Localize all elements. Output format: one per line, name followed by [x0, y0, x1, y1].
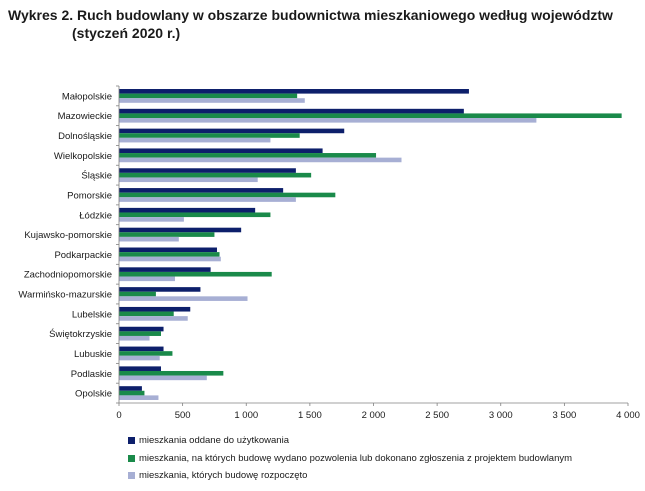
category-label-dolnoslaskie: Dolnośląskie [58, 131, 112, 142]
bar-lubelskie-series-3 [119, 316, 188, 321]
legend-swatch-series-2 [128, 454, 135, 462]
bar-dolnoslaskie-series-3 [119, 137, 271, 143]
bar-lubuskie-series-1 [119, 346, 164, 352]
bar-opolskie-series-2 [119, 390, 145, 396]
chart-title-line2: (styczeń 2020 r.) [72, 25, 181, 41]
bar-pomorskie-series-2 [119, 192, 336, 198]
legend-swatch-series-3 [128, 472, 135, 480]
chart-title: Wykres 2. Ruch budowlany w obszarze budo… [8, 6, 613, 42]
bar-lodzkie-series-2 [119, 212, 271, 218]
bar-kujawsko-pomorskie-series-1 [119, 227, 242, 233]
bar-zachodniopomorskie-series-3 [119, 276, 175, 282]
x-tick-label-3000: 3 000 [489, 410, 513, 421]
category-label-wielkopolskie: Wielkopolskie [54, 151, 112, 162]
legend-item-series-3: mieszkania, których budowę rozpoczęto [128, 467, 572, 485]
bar-malopolskie-series-3 [119, 98, 305, 103]
legend-swatch-series-1 [128, 437, 135, 445]
bar-zachodniopomorskie-series-1 [119, 267, 211, 272]
bar-warminsko-mazurskie-series-1 [119, 287, 201, 292]
category-label-mazowieckie: Mazowieckie [58, 111, 112, 122]
bar-zachodniopomorskie-series-2 [119, 271, 272, 277]
bar-slaskie-series-3 [119, 177, 258, 183]
x-tick-label-2000: 2 000 [362, 410, 386, 421]
bar-mazowieckie-series-2 [119, 113, 622, 119]
bar-kujawsko-pomorskie-series-3 [119, 236, 179, 242]
category-label-podkarpackie: Podkarpackie [54, 250, 112, 261]
bar-podkarpackie-series-3 [119, 256, 221, 262]
legend-label-series-3: mieszkania, których budowę rozpoczęto [139, 470, 308, 481]
bar-lodzkie-series-1 [119, 207, 256, 213]
bar-malopolskie-series-1 [119, 89, 469, 94]
chart-title-line1: Wykres 2. Ruch budowlany w obszarze budo… [8, 7, 613, 23]
bar-podlaskie-series-2 [119, 370, 224, 376]
legend-label-series-1: mieszkania oddane do użytkowania [139, 435, 289, 446]
bar-lodzkie-series-3 [119, 217, 184, 222]
bar-dolnoslaskie-series-2 [119, 133, 300, 138]
bar-warminsko-mazurskie-series-3 [119, 296, 248, 301]
category-label-pomorskie: Pomorskie [67, 190, 112, 201]
legend-item-series-1: mieszkania oddane do użytkowania [128, 432, 572, 450]
bar-opolskie-series-3 [119, 395, 159, 400]
category-label-lodzkie: Łódzkie [79, 210, 112, 221]
bar-malopolskie-series-2 [119, 93, 298, 99]
legend-item-series-2: mieszkania, na których budowę wydano poz… [128, 450, 572, 468]
x-tick-label-0: 0 [116, 410, 121, 421]
category-label-opolskie: Opolskie [75, 389, 112, 400]
bar-warminsko-mazurskie-series-2 [119, 291, 156, 297]
bar-pomorskie-series-1 [119, 188, 284, 193]
category-label-zachodniopomorskie: Zachodniopomorskie [24, 270, 112, 281]
bar-swietokrzyskie-series-3 [119, 335, 150, 341]
bar-opolskie-series-1 [119, 386, 142, 391]
bar-dolnoslaskie-series-1 [119, 128, 345, 134]
x-tick-label-500: 500 [175, 410, 191, 421]
category-label-slaskie: Śląskie [81, 170, 112, 182]
bar-swietokrzyskie-series-1 [119, 326, 164, 332]
bar-kujawsko-pomorskie-series-2 [119, 232, 215, 237]
category-label-podlaskie: Podlaskie [71, 369, 112, 380]
category-label-swietokrzyskie: Świętokrzyskie [49, 328, 112, 340]
bar-swietokrzyskie-series-2 [119, 331, 161, 336]
x-tick-label-4000: 4 000 [616, 410, 640, 421]
bar-mazowieckie-series-3 [119, 118, 537, 123]
bar-wielkopolskie-series-2 [119, 153, 377, 158]
x-tick-label-2500: 2 500 [425, 410, 449, 421]
bar-wielkopolskie-series-3 [119, 157, 402, 163]
x-tick-label-1500: 1 500 [298, 410, 322, 421]
category-label-kujawsko-pomorskie: Kujawsko-pomorskie [24, 230, 112, 241]
category-label-malopolskie: Małopolskie [62, 91, 112, 102]
bar-lubuskie-series-3 [119, 355, 160, 361]
bar-slaskie-series-1 [119, 168, 296, 173]
x-tick-label-1000: 1 000 [234, 410, 258, 421]
bar-mazowieckie-series-1 [119, 108, 464, 114]
x-tick-label-3500: 3 500 [552, 410, 576, 421]
bar-podlaskie-series-3 [119, 375, 207, 381]
bar-lubelskie-series-2 [119, 311, 174, 317]
bar-wielkopolskie-series-1 [119, 148, 323, 154]
category-label-lubelskie: Lubelskie [72, 309, 112, 320]
category-label-warminsko-mazurskie: Warmińsko-mazurskie [18, 290, 112, 301]
bar-lubuskie-series-2 [119, 351, 173, 356]
bar-podkarpackie-series-1 [119, 247, 217, 253]
bar-lubelskie-series-1 [119, 306, 191, 312]
bar-podlaskie-series-1 [119, 366, 161, 371]
legend-label-series-2: mieszkania, na których budowę wydano poz… [139, 452, 573, 464]
bar-pomorskie-series-3 [119, 197, 296, 202]
chart-legend: mieszkania oddane do użytkowania mieszka… [128, 432, 572, 485]
bar-slaskie-series-2 [119, 172, 312, 178]
category-label-lubuskie: Lubuskie [74, 349, 112, 360]
bar-podkarpackie-series-2 [119, 252, 220, 257]
